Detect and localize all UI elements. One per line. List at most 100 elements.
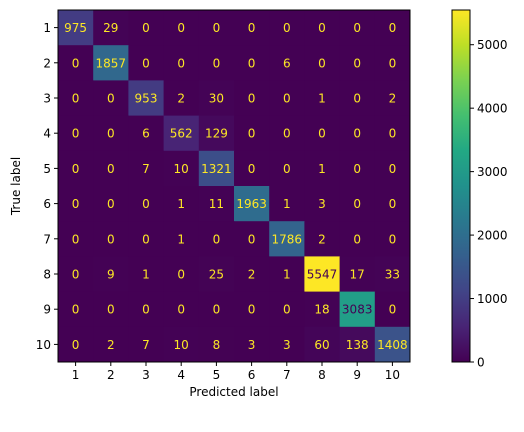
heatmap-cell — [163, 10, 200, 46]
y-tick-label: 1 — [43, 21, 51, 35]
colorbar-tick-label: 2000 — [477, 229, 508, 243]
y-tick-label: 4 — [43, 127, 51, 141]
cell-value: 0 — [142, 56, 150, 70]
cell-value: 0 — [177, 268, 185, 282]
cell-value: 138 — [346, 338, 369, 352]
heatmap-cell — [128, 291, 165, 328]
heatmap-cell — [234, 291, 270, 328]
heatmap-cell — [339, 80, 376, 117]
heatmap-cell — [234, 115, 270, 152]
cell-value: 10 — [174, 162, 189, 176]
cell-value: 0 — [353, 162, 361, 176]
y-tick-label: 8 — [43, 268, 51, 282]
heatmap-cell — [234, 150, 270, 187]
heatmap-cell — [198, 115, 235, 152]
heatmap-cell — [339, 221, 376, 257]
heatmap-cell — [58, 326, 94, 363]
cell-value: 60 — [314, 338, 329, 352]
cell-value: 0 — [318, 21, 326, 35]
y-tick-label: 6 — [43, 197, 51, 211]
heatmap-cell — [198, 256, 235, 293]
heatmap-cell — [374, 115, 411, 152]
cell-value: 0 — [213, 232, 221, 246]
cell-value: 0 — [72, 56, 80, 70]
heatmap-cell — [93, 150, 129, 187]
heatmap-cell — [58, 186, 94, 222]
cell-value: 0 — [213, 303, 221, 317]
heatmap-cell — [163, 291, 200, 328]
heatmap-cell — [234, 221, 270, 257]
heatmap-cell — [93, 221, 129, 257]
heatmap-cell — [163, 80, 200, 117]
cell-value: 3083 — [342, 303, 373, 317]
heatmap-cell — [339, 256, 376, 293]
plot-frame — [57, 9, 411, 363]
cell-value: 0 — [107, 162, 115, 176]
x-tick-label: 2 — [107, 368, 115, 382]
cell-value: 0 — [353, 21, 361, 35]
x-tick-label: 1 — [72, 368, 80, 382]
cell-value: 0 — [248, 232, 256, 246]
cell-value: 2 — [318, 232, 326, 246]
cell-value: 1408 — [377, 338, 408, 352]
cell-value: 9 — [107, 268, 115, 282]
heatmap-cell — [58, 45, 94, 81]
heatmap-cell — [198, 150, 235, 187]
cell-value: 0 — [72, 92, 80, 106]
heatmap-cell — [374, 291, 411, 328]
colorbar-ticks: 0 1000 2000 3000 4000 5000 — [470, 38, 508, 370]
x-tick-label: 3 — [142, 368, 150, 382]
x-axis-label: Predicted label — [189, 385, 278, 399]
cell-value: 6 — [283, 56, 291, 70]
heatmap-cell — [198, 186, 235, 222]
cell-value: 0 — [353, 197, 361, 211]
cell-value: 6 — [142, 127, 150, 141]
heatmap-cell — [304, 150, 341, 187]
cell-value: 11 — [209, 197, 224, 211]
cell-value: 0 — [142, 21, 150, 35]
cell-value: 2 — [389, 92, 397, 106]
heatmap-cell — [198, 221, 235, 257]
cell-value: 33 — [385, 268, 400, 282]
heatmap-cell — [269, 221, 305, 257]
heatmap-cell — [374, 80, 411, 117]
heatmap-cell — [339, 150, 376, 187]
heatmap-cell — [304, 186, 341, 222]
heatmap-cell — [304, 10, 341, 46]
cell-value: 953 — [135, 92, 158, 106]
cell-value: 0 — [283, 162, 291, 176]
y-tick-label: 9 — [43, 303, 51, 317]
heatmap-cell — [128, 326, 165, 363]
cell-value: 0 — [353, 56, 361, 70]
heatmap-cell — [58, 80, 94, 117]
cell-value: 0 — [213, 56, 221, 70]
heatmap-cell — [374, 221, 411, 257]
heatmap-cell — [304, 45, 341, 81]
heatmap-cell — [234, 256, 270, 293]
heatmap-cell — [269, 186, 305, 222]
cell-value: 7 — [142, 338, 150, 352]
x-tick-label: 10 — [385, 368, 400, 382]
heatmap-cell — [198, 291, 235, 328]
cell-value: 8 — [213, 338, 221, 352]
colorbar-tick-label: 4000 — [477, 102, 508, 116]
heatmap-cell — [58, 10, 94, 46]
cell-value: 0 — [72, 197, 80, 211]
heatmap-cell — [269, 80, 305, 117]
cell-value: 1 — [177, 232, 185, 246]
heatmap-cell — [128, 150, 165, 187]
cell-value: 0 — [389, 21, 397, 35]
colorbar-tick-label: 0 — [477, 356, 485, 370]
cell-value: 0 — [177, 303, 185, 317]
cell-value: 3 — [283, 338, 291, 352]
heatmap-cell — [128, 115, 165, 152]
heatmap-cell — [304, 326, 341, 363]
cell-value: 562 — [170, 127, 193, 141]
heatmap-cell — [339, 291, 376, 328]
cell-value: 0 — [283, 92, 291, 106]
heatmap-cell — [339, 186, 376, 222]
heatmap-cell — [93, 115, 129, 152]
cell-value: 0 — [107, 232, 115, 246]
heatmap-cell — [128, 256, 165, 293]
cell-value-labels: 975 29 0 0 0 0 0 0 0 00 1857 0 0 0 0 6 0 0 00 0 953 2 30 0 0 1 0 20… — [64, 21, 408, 352]
